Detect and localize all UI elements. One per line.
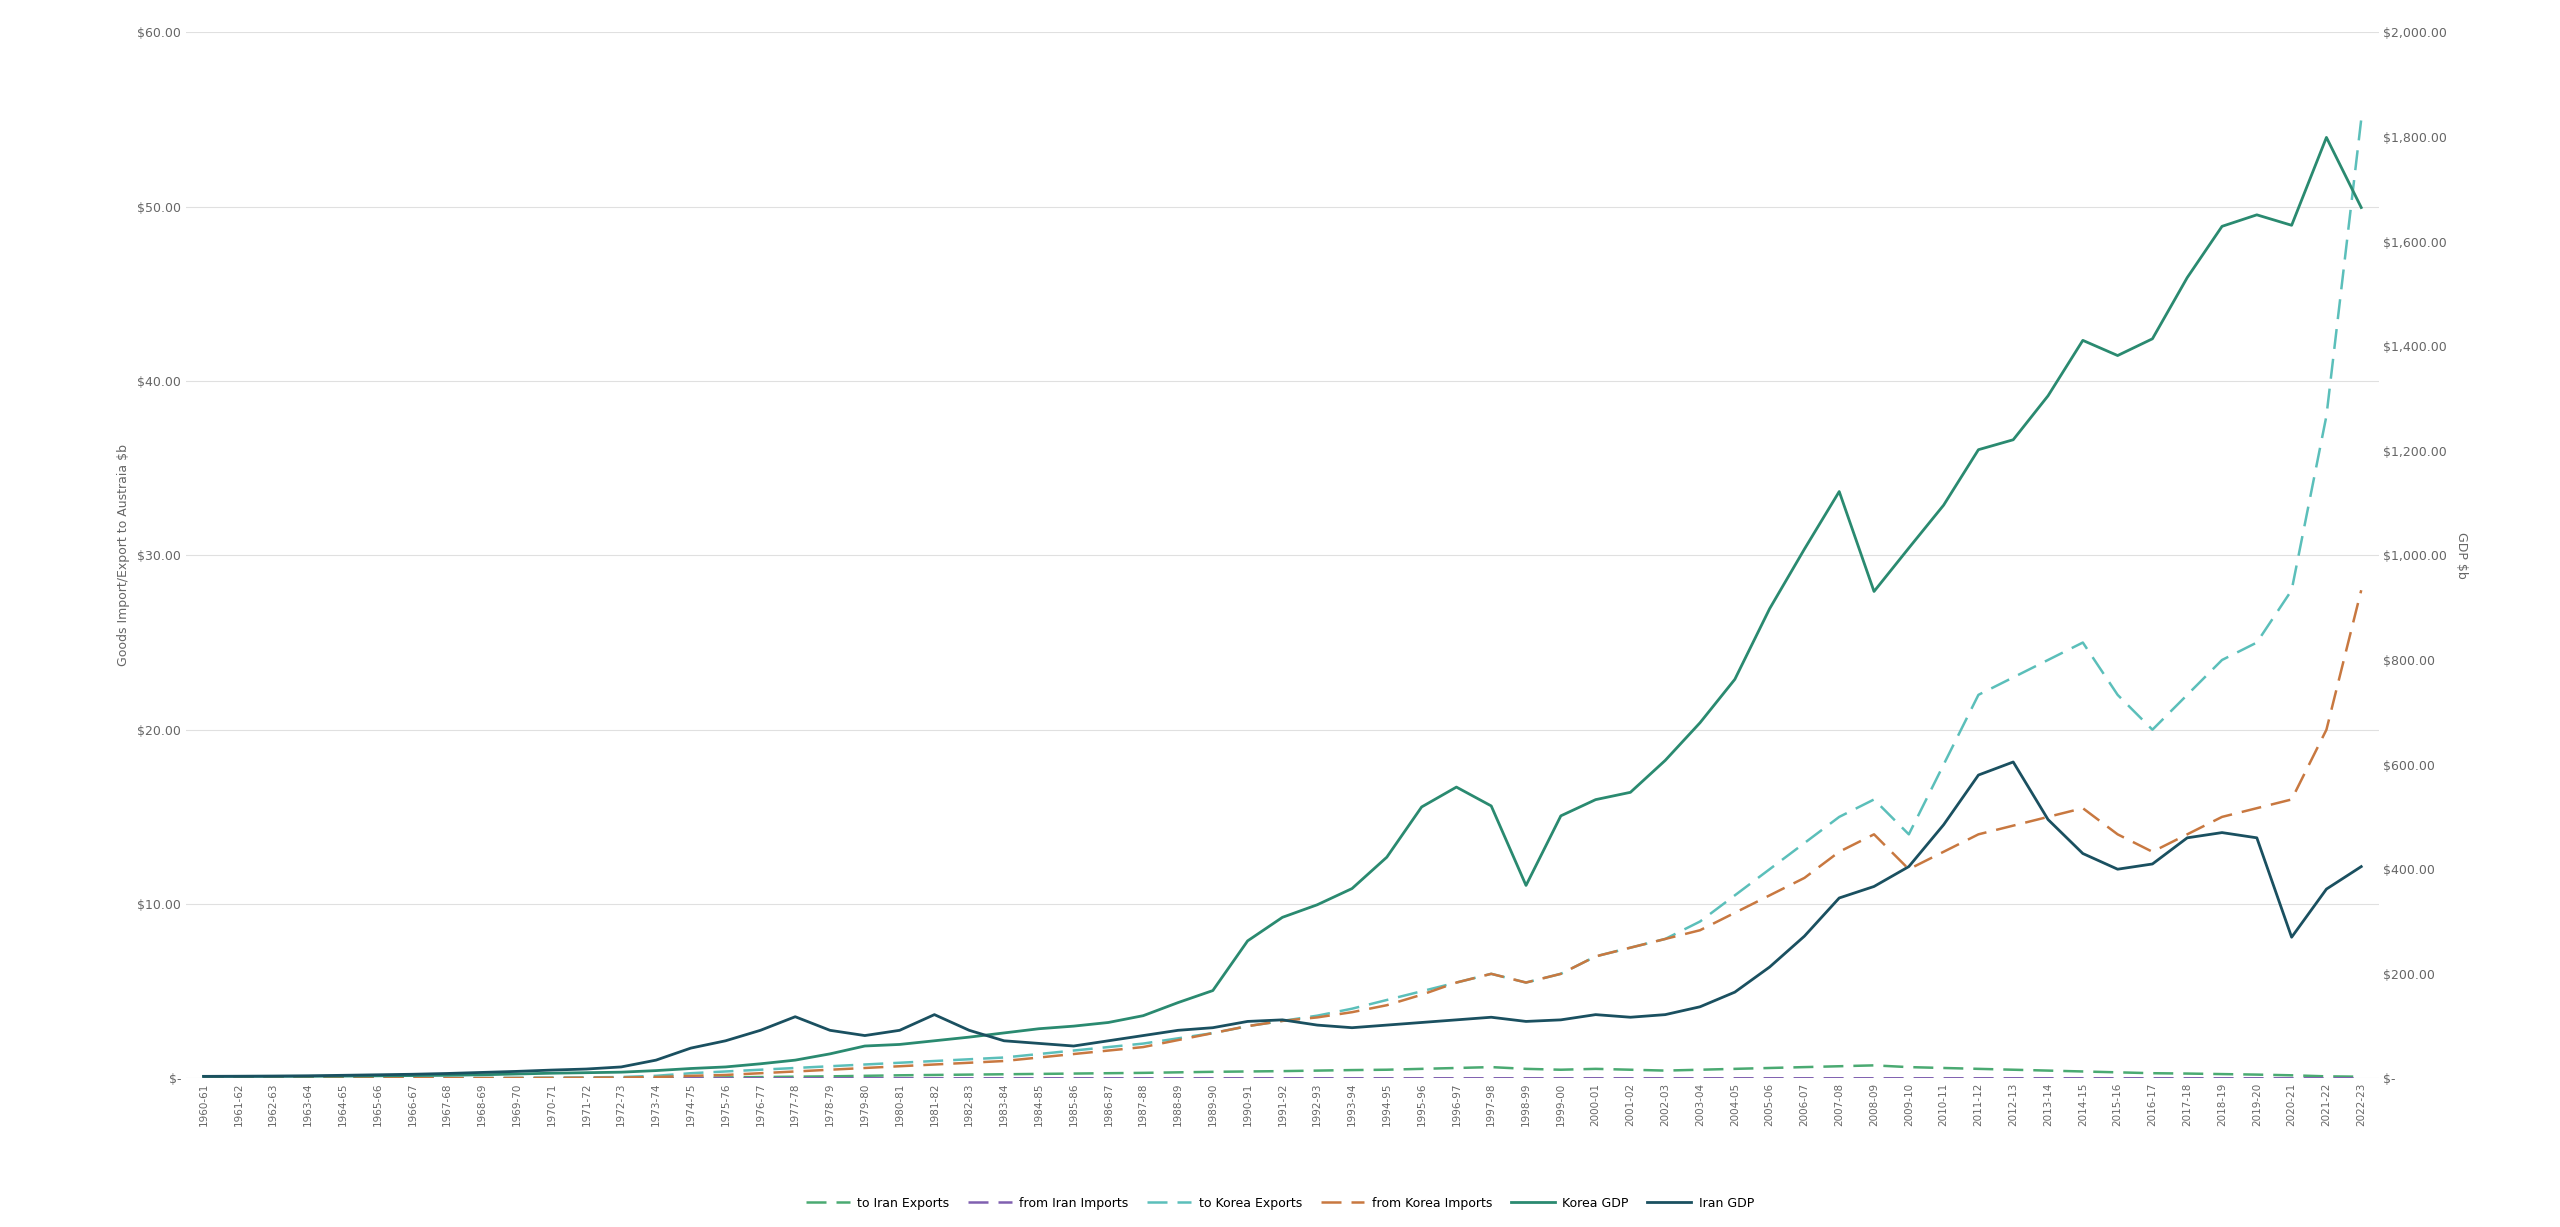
from Iran Imports — [1303, 1071, 1334, 1086]
to Korea Exports — [1267, 1014, 1298, 1028]
from Korea Imports — [2312, 723, 2342, 737]
Iran GDP — [850, 1028, 881, 1043]
to Iran Exports — [850, 1069, 881, 1083]
from Iran Imports — [676, 1071, 707, 1086]
Iran GDP — [1997, 755, 2028, 769]
from Iran Imports — [2312, 1071, 2342, 1086]
Line: Iran GDP: Iran GDP — [205, 762, 2360, 1076]
to Iran Exports — [781, 1070, 812, 1085]
from Iran Imports — [189, 1071, 220, 1086]
from Korea Imports — [1198, 1026, 1229, 1040]
to Iran Exports — [2345, 1070, 2376, 1085]
to Iran Exports — [2312, 1069, 2342, 1083]
to Korea Exports — [189, 1071, 220, 1086]
Iran GDP — [2312, 882, 2342, 897]
Line: to Korea Exports: to Korea Exports — [205, 119, 2360, 1079]
Iran GDP — [1684, 1000, 1715, 1015]
from Iran Imports — [883, 1071, 914, 1086]
Korea GDP — [1267, 910, 1298, 925]
from Iran Imports — [1231, 1071, 1262, 1086]
Y-axis label: GDP $b: GDP $b — [2455, 533, 2468, 579]
to Korea Exports — [2312, 409, 2342, 423]
Iran GDP — [189, 1069, 220, 1083]
from Iran Imports — [814, 1071, 845, 1086]
Korea GDP — [781, 1053, 812, 1067]
to Iran Exports — [1198, 1065, 1229, 1080]
to Korea Exports — [1198, 1026, 1229, 1040]
Korea GDP — [1198, 983, 1229, 998]
Iran GDP — [2345, 859, 2376, 874]
Line: Korea GDP: Korea GDP — [205, 137, 2360, 1076]
to Korea Exports — [781, 1060, 812, 1075]
Iran GDP — [1267, 1012, 1298, 1027]
from Korea Imports — [1684, 923, 1715, 937]
Korea GDP — [2345, 200, 2376, 215]
Korea GDP — [189, 1069, 220, 1083]
from Iran Imports — [2345, 1071, 2376, 1086]
Line: to Iran Exports: to Iran Exports — [205, 1065, 2360, 1079]
Korea GDP — [2312, 130, 2342, 145]
Iran GDP — [1198, 1021, 1229, 1036]
from Korea Imports — [2345, 583, 2376, 598]
Line: from Korea Imports: from Korea Imports — [205, 590, 2360, 1079]
Korea GDP — [2276, 218, 2307, 233]
Legend: to Iran Exports, from Iran Imports, to Korea Exports, from Korea Imports, Korea : to Iran Exports, from Iran Imports, to K… — [801, 1191, 1759, 1215]
Y-axis label: Goods Import/Export to Austraia $b: Goods Import/Export to Austraia $b — [118, 444, 131, 666]
to Korea Exports — [1684, 914, 1715, 929]
to Korea Exports — [850, 1058, 881, 1072]
to Iran Exports — [1684, 1063, 1715, 1077]
to Iran Exports — [1859, 1058, 1889, 1072]
from Korea Imports — [1267, 1014, 1298, 1028]
Iran GDP — [781, 1010, 812, 1025]
from Korea Imports — [189, 1071, 220, 1086]
to Iran Exports — [189, 1071, 220, 1086]
Korea GDP — [850, 1038, 881, 1053]
from Korea Imports — [850, 1060, 881, 1075]
from Iran Imports — [1720, 1071, 1751, 1086]
to Korea Exports — [2345, 112, 2376, 126]
from Korea Imports — [781, 1064, 812, 1079]
to Iran Exports — [1267, 1064, 1298, 1079]
Korea GDP — [1684, 715, 1715, 730]
